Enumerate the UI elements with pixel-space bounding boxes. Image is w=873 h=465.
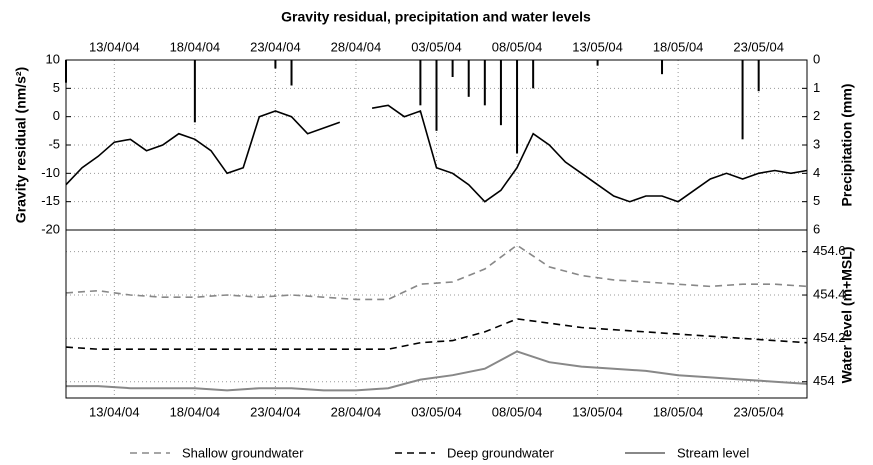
y2-tick-label: 454.2 — [813, 330, 846, 345]
x-tick-label: 18/05/04 — [653, 404, 704, 419]
precip-bar — [483, 60, 486, 106]
series-line — [66, 350, 808, 392]
x-tick-label: 18/04/04 — [170, 404, 221, 419]
chart-title: Gravity residual, precipitation and wate… — [281, 9, 591, 25]
plot-frame — [65, 229, 808, 399]
precip-bar — [435, 60, 438, 131]
x-tick-label: 13/04/04 — [89, 404, 140, 419]
y2-axis-label: Water level (m+MSL) — [839, 247, 855, 384]
y-tick-label: 0 — [53, 108, 60, 123]
x-tick-label: 13/04/04 — [89, 39, 140, 54]
y2-tick-label: 4 — [813, 165, 820, 180]
y-tick-label: -15 — [41, 193, 60, 208]
y2-tick-label: 6 — [813, 221, 820, 236]
y2-tick-label: 454.4 — [813, 286, 846, 301]
y2-tick-label: 2 — [813, 108, 820, 123]
x-tick-label: 23/05/04 — [733, 39, 784, 54]
y-tick-label: -20 — [41, 221, 60, 236]
precip-bar — [661, 60, 664, 75]
precip-bar — [274, 60, 277, 69]
precip-bar — [516, 60, 519, 154]
precip-bar — [741, 60, 744, 140]
series-line — [65, 104, 808, 203]
precip-bar — [467, 60, 470, 97]
x-tick-label: 28/04/04 — [331, 39, 382, 54]
x-tick-label: 23/04/04 — [250, 39, 301, 54]
y-tick-label: -10 — [41, 165, 60, 180]
y2-tick-label: 5 — [813, 193, 820, 208]
precip-bar — [419, 60, 422, 106]
y2-tick-label: 454 — [813, 373, 835, 388]
precip-bar — [193, 60, 196, 123]
y2-tick-label: 454.6 — [813, 243, 846, 258]
precip-bar — [757, 60, 760, 92]
x-tick-label: 03/05/04 — [411, 404, 462, 419]
y2-tick-label: 1 — [813, 80, 820, 95]
x-tick-label: 28/04/04 — [331, 404, 382, 419]
x-tick-label: 13/05/04 — [572, 404, 623, 419]
y-axis-label: Gravity residual (nm/s²) — [13, 67, 29, 223]
x-tick-label: 03/05/04 — [411, 39, 462, 54]
legend-label: Deep groundwater — [447, 445, 555, 460]
precip-bar — [532, 60, 535, 89]
series-line — [65, 244, 808, 301]
legend-label: Stream level — [677, 445, 749, 460]
x-tick-label: 18/05/04 — [653, 39, 704, 54]
y-tick-label: -5 — [48, 136, 60, 151]
x-tick-label: 08/05/04 — [492, 39, 543, 54]
precip-bar — [596, 60, 599, 66]
precip-bar — [499, 60, 502, 126]
x-tick-label: 08/05/04 — [492, 404, 543, 419]
precip-bar — [290, 60, 293, 86]
precip-bar — [451, 60, 454, 77]
y-tick-label: 10 — [46, 51, 60, 66]
x-tick-label: 23/04/04 — [250, 404, 301, 419]
y-tick-label: 5 — [53, 80, 60, 95]
x-tick-label: 13/05/04 — [572, 39, 623, 54]
y2-axis-label: Precipitation (mm) — [839, 84, 855, 207]
series-line — [65, 318, 808, 350]
x-tick-label: 23/05/04 — [733, 404, 784, 419]
legend-label: Shallow groundwater — [182, 445, 304, 460]
y2-tick-label: 3 — [813, 136, 820, 151]
x-tick-label: 18/04/04 — [170, 39, 221, 54]
y2-tick-label: 0 — [813, 51, 820, 66]
